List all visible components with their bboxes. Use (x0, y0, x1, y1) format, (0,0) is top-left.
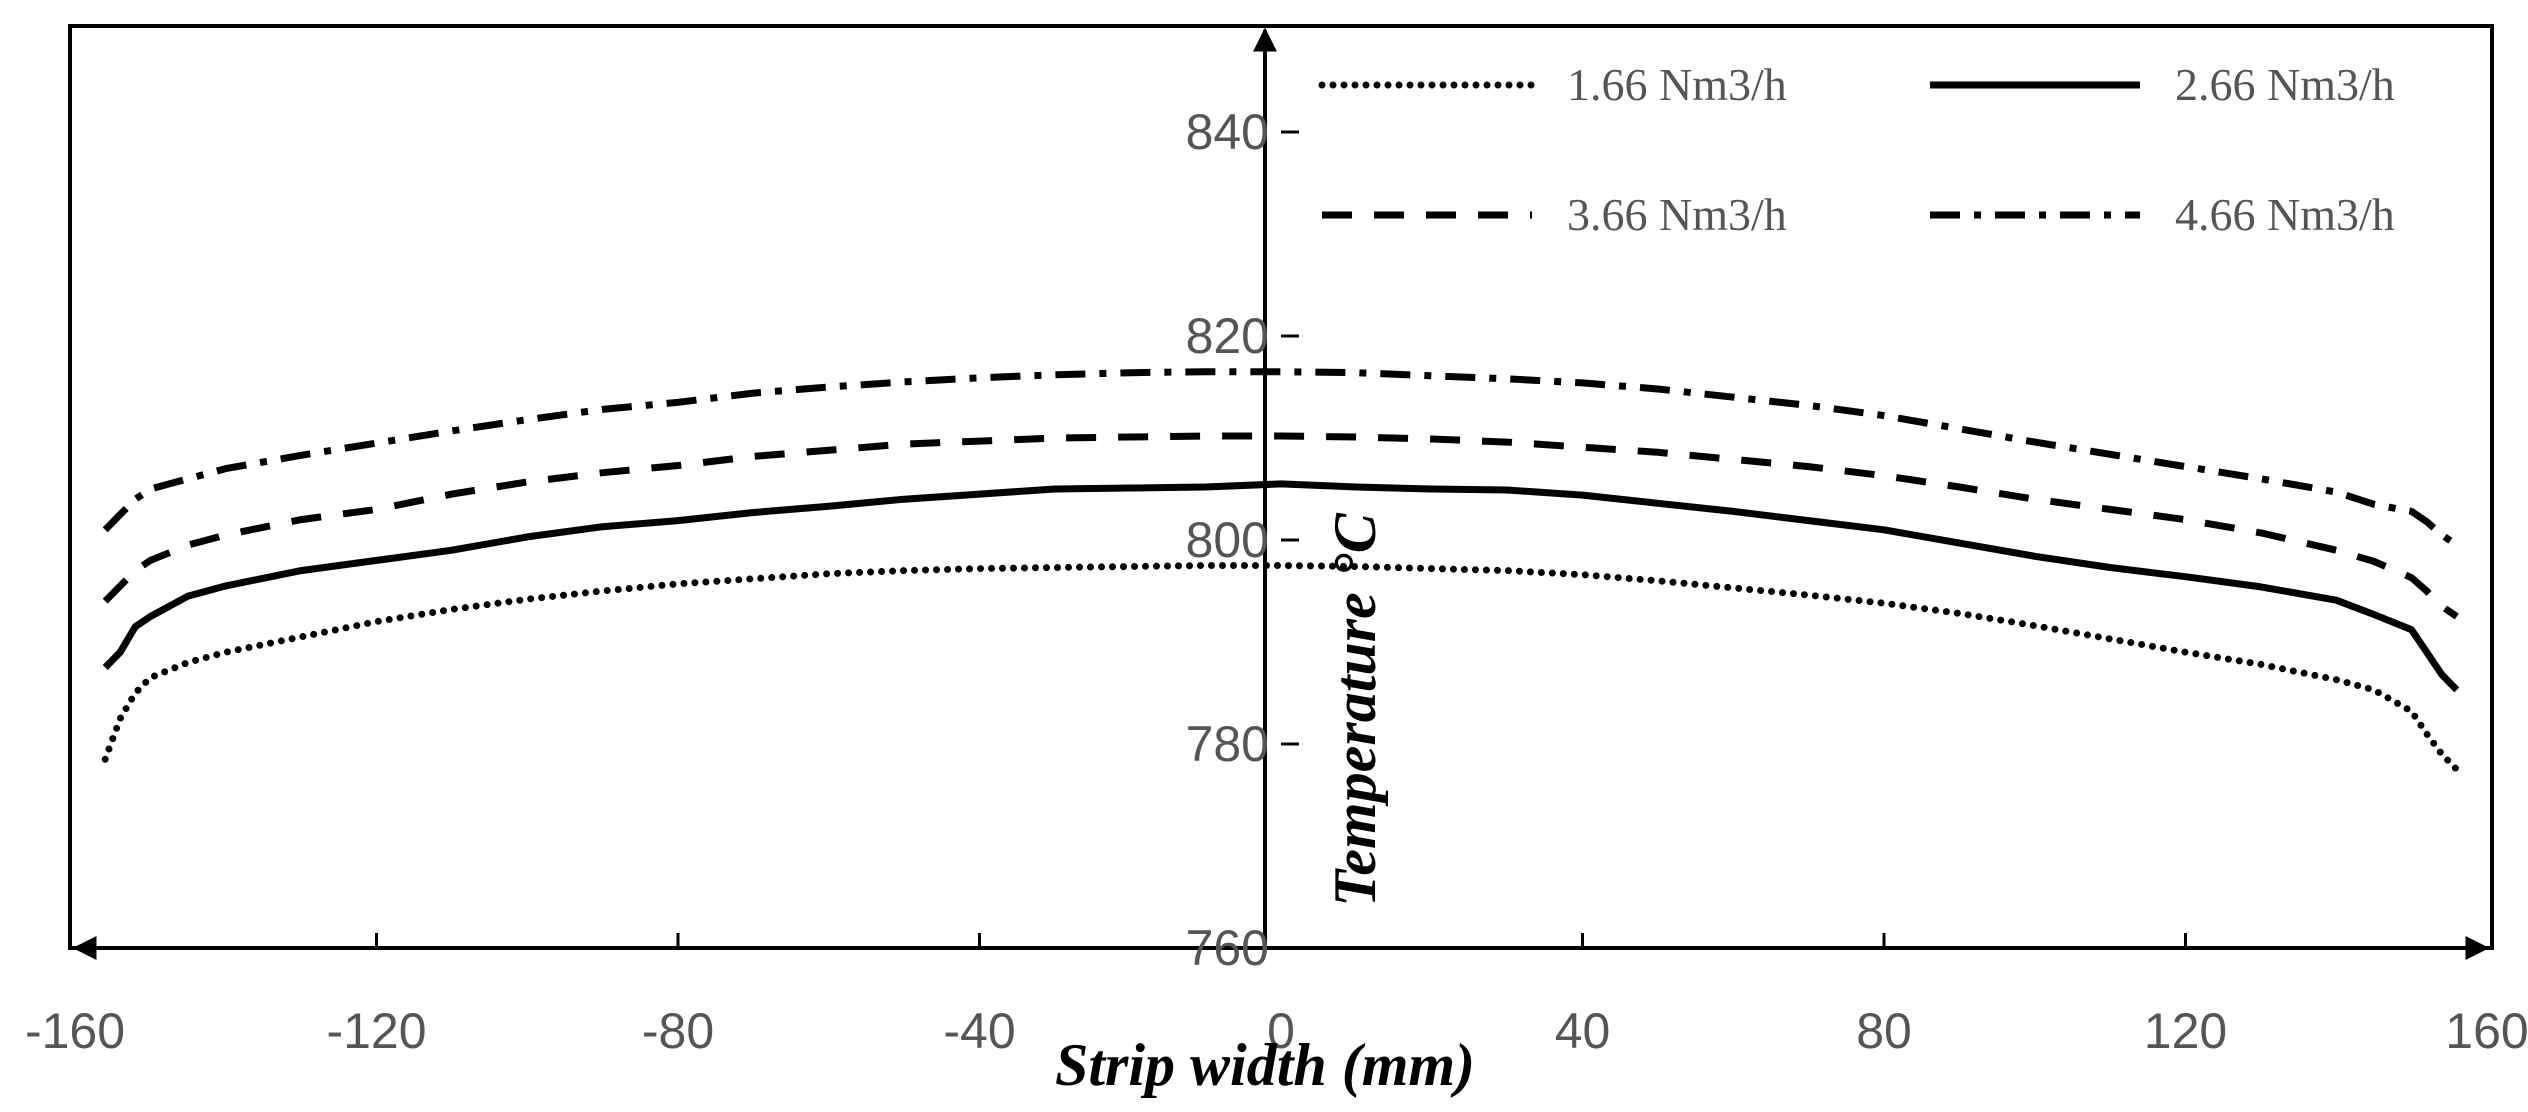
y-axis-title: Temperature °C (1322, 512, 1388, 906)
legend: 1.66 Nm3/h 2.66 Nm3/h 3.66 Nm3/h 4.66 Nm3/h (1318, 59, 2395, 240)
x-tick-label: 0 (1267, 1003, 1295, 1059)
legend-label-4: 4.66 Nm3/h (2175, 189, 2395, 240)
y-tick-label: 820 (1186, 308, 1269, 364)
x-axis-title: Strip width (mm) (1055, 1032, 1475, 1098)
y-tick-label: 780 (1186, 716, 1269, 772)
x-tick-label: 160 (2445, 1003, 2528, 1059)
x-tick-label: 40 (1555, 1003, 1611, 1059)
x-tick-label: 80 (1856, 1003, 1912, 1059)
y-tick-label: 840 (1186, 104, 1269, 160)
series-line-2 (102, 480, 2460, 693)
x-tick-label: 120 (2144, 1003, 2227, 1059)
series-line-1 (101, 562, 2461, 773)
x-tick-label: -120 (326, 1003, 426, 1059)
series-line-3 (102, 432, 2459, 620)
x-axis-ticks: -160 -120 -80 -40 0 40 80 120 160 (25, 933, 2528, 1059)
y-tick-label: 800 (1186, 512, 1269, 568)
series-layer (101, 368, 2461, 773)
legend-label-1: 1.66 Nm3/h (1567, 59, 1787, 110)
y-tick-label: 760 (1186, 920, 1269, 976)
x-tick-label: -160 (25, 1003, 125, 1059)
x-tick-label: -40 (943, 1003, 1015, 1059)
legend-label-3: 3.66 Nm3/h (1567, 189, 1787, 240)
y-axis-ticks: 760 780 800 820 840 (1186, 104, 1299, 976)
series-line-4 (102, 368, 2459, 548)
legend-label-2: 2.66 Nm3/h (2175, 59, 2395, 110)
x-tick-label: -80 (642, 1003, 714, 1059)
